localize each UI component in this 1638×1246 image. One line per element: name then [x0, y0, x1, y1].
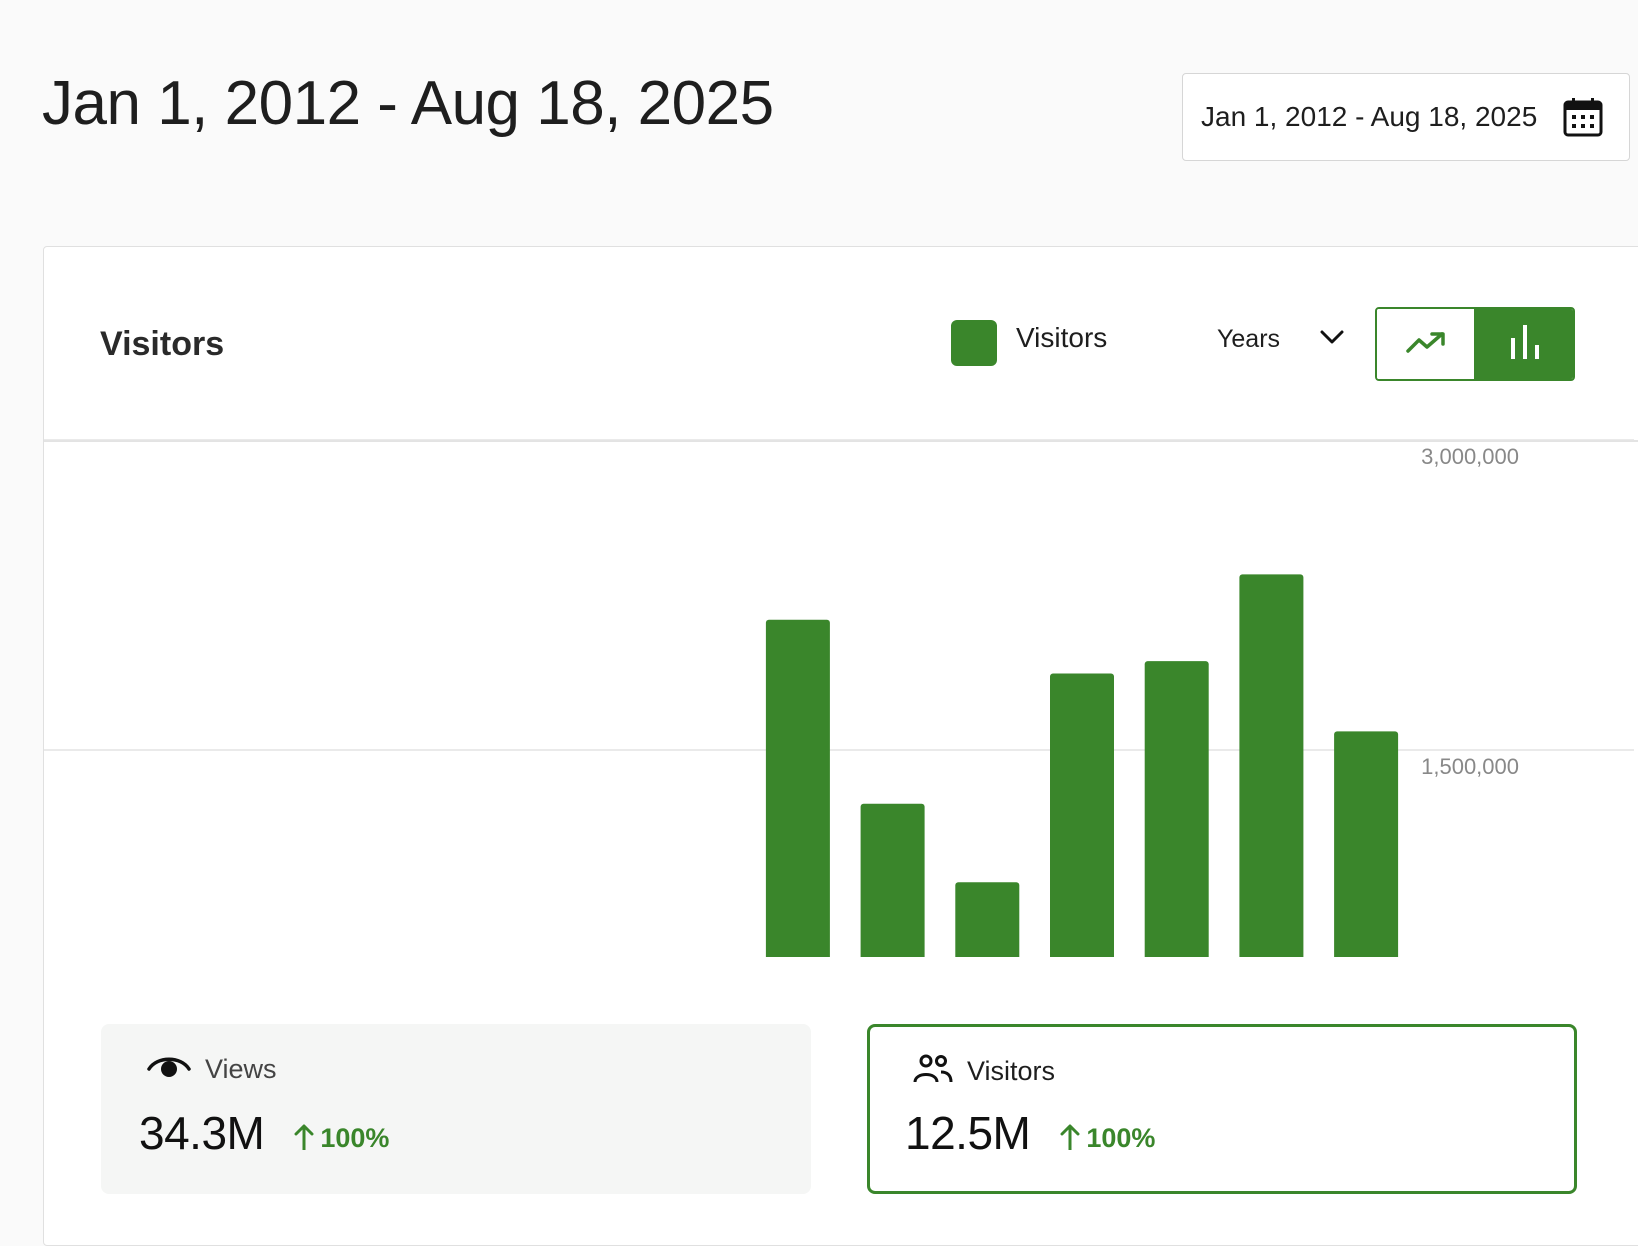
- views-change-value: 100%: [320, 1123, 390, 1153]
- visitors-bar-chart: 3,000,0001,500,0000201220132014201520162…: [44, 439, 1634, 957]
- visitors-change: 100%: [1060, 1121, 1155, 1156]
- views-stat-tile[interactable]: Views 34.3M 100%: [101, 1024, 811, 1194]
- y-tick-label: 3,000,000: [1421, 444, 1519, 469]
- chevron-down-icon: [1280, 330, 1344, 349]
- eye-icon: [147, 1054, 191, 1085]
- visitors-chart-card: Visitors Visitors Years 3,000,000 1,500,0…: [43, 246, 1638, 1246]
- views-label: Views: [205, 1054, 277, 1084]
- visitors-label: Visitors: [967, 1056, 1056, 1086]
- period-select[interactable]: Years: [1217, 325, 1344, 354]
- legend-swatch: [951, 320, 997, 366]
- bar-2020: [860, 803, 925, 957]
- bar-2019: [765, 619, 830, 957]
- page-title: Jan 1, 2012 - Aug 18, 2025: [42, 69, 774, 138]
- date-range-label: Jan 1, 2012 - Aug 18, 2025: [1201, 101, 1538, 132]
- bar-2024: [1239, 574, 1304, 957]
- trending-up-icon: [1405, 331, 1446, 358]
- arrow-up-icon: [294, 1121, 320, 1156]
- legend-label: Visitors: [1016, 322, 1108, 353]
- bar-chart-icon: [1508, 323, 1542, 366]
- date-range-picker[interactable]: Jan 1, 2012 - Aug 18, 2025: [1182, 73, 1630, 161]
- line-chart-toggle-button[interactable]: [1377, 309, 1476, 379]
- bar-2022: [1050, 673, 1114, 957]
- bar-2021: [955, 882, 1020, 957]
- y-tick-label: 1,500,000: [1421, 754, 1519, 779]
- bar-chart-toggle-button[interactable]: [1476, 309, 1573, 379]
- bar-2023: [1144, 661, 1209, 957]
- visitors-stat-tile[interactable]: Visitors 12.5M 100%: [867, 1024, 1577, 1194]
- arrow-up-icon: [1060, 1121, 1086, 1156]
- bar-2025: [1334, 731, 1399, 957]
- views-value: 34.3M: [139, 1107, 265, 1159]
- visitors-value: 12.5M: [905, 1107, 1031, 1159]
- views-change: 100%: [294, 1121, 389, 1156]
- calendar-icon: [1563, 97, 1603, 137]
- chart-legend: Visitors: [951, 320, 1107, 366]
- chart-view-toggle: [1375, 307, 1575, 381]
- users-icon: [913, 1054, 953, 1089]
- visitors-change-value: 100%: [1086, 1123, 1156, 1153]
- chart-card-title: Visitors: [100, 325, 225, 363]
- period-select-value: Years: [1217, 325, 1281, 353]
